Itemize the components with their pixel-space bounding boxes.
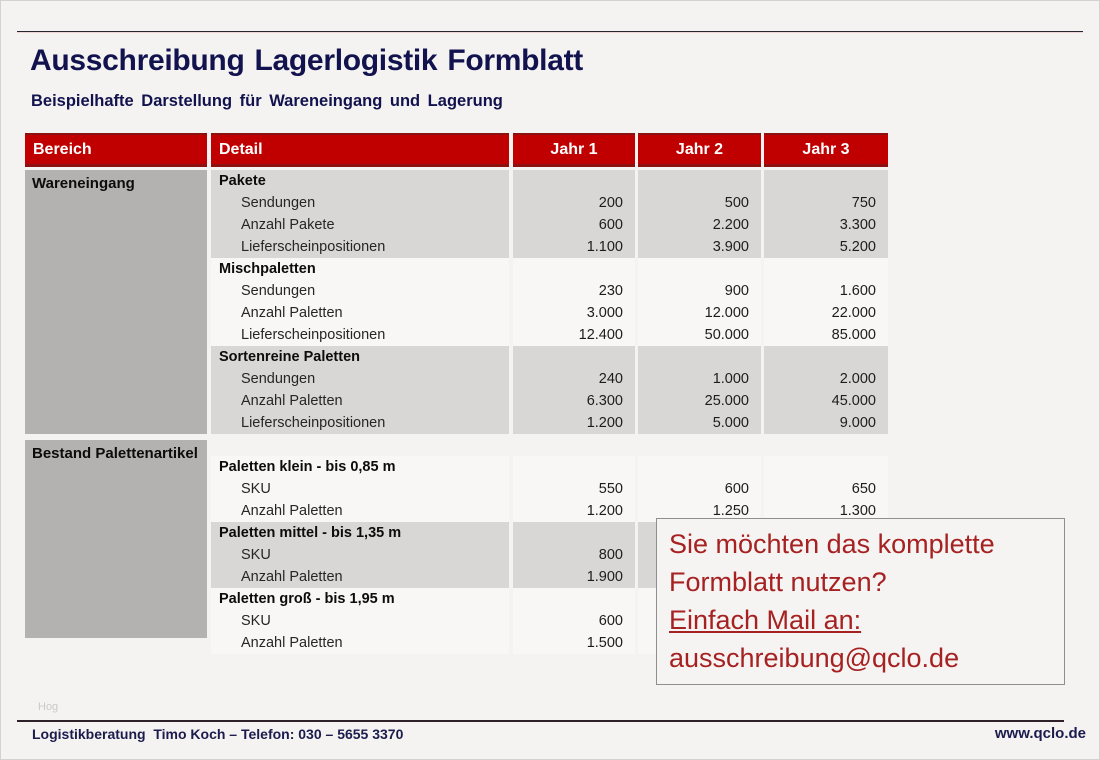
group-title-cell: Mischpaletten: [211, 258, 509, 280]
title-divider: [17, 31, 1083, 33]
row-label-cell: SKU: [211, 610, 509, 632]
value-cell-jahr2: 3.900: [638, 236, 761, 258]
area-label-bestand-palettenartikel: Bestand Palettenartikel: [25, 440, 207, 638]
value-cell-jahr1: 1.200: [513, 500, 635, 522]
value-cell-jahr2: 12.000: [638, 302, 761, 324]
value-cell-jahr1: 600: [513, 610, 635, 632]
value-cell-jahr3: 22.000: [764, 302, 888, 324]
watermark: Hog: [38, 701, 59, 713]
value-cell-jahr1: [513, 170, 635, 192]
value-cell-jahr2: [638, 170, 761, 192]
value-cell-jahr1: 3.000: [513, 302, 635, 324]
value-cell-jahr2: 900: [638, 280, 761, 302]
table-area-gap: [211, 434, 888, 440]
row-label-cell: Anzahl Pakete: [211, 214, 509, 236]
footer-divider: [17, 720, 1064, 722]
value-cell-jahr1: 6.300: [513, 390, 635, 412]
group-title-cell: Paletten klein - bis 0,85 m: [211, 456, 509, 478]
cta-line-1: Sie möchten das komplette: [669, 529, 995, 559]
value-cell-jahr2: 2.200: [638, 214, 761, 236]
page-subtitle: Beispielhafte Darstellung für Wareneinga…: [31, 92, 503, 110]
column-header-jahr2: Jahr 2: [638, 133, 761, 167]
value-cell-jahr3: 2.000: [764, 368, 888, 390]
page-title: Ausschreibung Lagerlogistik Formblatt: [30, 44, 583, 77]
value-cell-jahr1: 1.500: [513, 632, 635, 654]
column-header-bereich: Bereich: [25, 133, 207, 167]
area-label-wareneingang: Wareneingang: [25, 170, 207, 434]
value-cell-jahr1: [513, 258, 635, 280]
value-cell-jahr2: [638, 258, 761, 280]
value-cell-jahr1: 240: [513, 368, 635, 390]
row-label-cell: Anzahl Paletten: [211, 566, 509, 588]
cta-mail-prompt: Einfach Mail an:: [669, 605, 862, 635]
cta-box: Sie möchten das komplette Formblatt nutz…: [656, 518, 1065, 685]
value-cell-jahr1: [513, 588, 635, 610]
value-cell-jahr2: [638, 346, 761, 368]
row-label-cell: SKU: [211, 544, 509, 566]
value-cell-jahr1: 1.100: [513, 236, 635, 258]
value-cell-jahr3: 85.000: [764, 324, 888, 346]
row-label-cell: Lieferscheinpositionen: [211, 324, 509, 346]
value-cell-jahr1: [513, 456, 635, 478]
value-cell-jahr2: 5.000: [638, 412, 761, 434]
row-label-cell: Anzahl Paletten: [211, 302, 509, 324]
group-title-cell: Sortenreine Paletten: [211, 346, 509, 368]
value-cell-jahr3: 1.600: [764, 280, 888, 302]
value-cell-jahr2: 25.000: [638, 390, 761, 412]
row-label-cell: Sendungen: [211, 368, 509, 390]
row-label-cell: Anzahl Paletten: [211, 632, 509, 654]
value-cell-jahr1: 800: [513, 544, 635, 566]
group-title-cell: Paletten mittel - bis 1,35 m: [211, 522, 509, 544]
value-cell-jahr3: 5.200: [764, 236, 888, 258]
group-title-cell: Pakete: [211, 170, 509, 192]
value-cell-jahr3: [764, 456, 888, 478]
value-cell-jahr3: 750: [764, 192, 888, 214]
row-label-cell: Sendungen: [211, 280, 509, 302]
value-cell-jahr3: [764, 346, 888, 368]
row-label-cell: Lieferscheinpositionen: [211, 236, 509, 258]
value-cell-jahr2: 500: [638, 192, 761, 214]
column-header-jahr1: Jahr 1: [513, 133, 635, 167]
column-header-jahr3: Jahr 3: [764, 133, 888, 167]
value-cell-jahr3: 9.000: [764, 412, 888, 434]
value-cell-jahr1: 230: [513, 280, 635, 302]
footer-contact: Logistikberatung Timo Koch – Telefon: 03…: [32, 726, 404, 742]
cta-email-address: ausschreibung@qclo.de: [669, 643, 960, 673]
value-cell-jahr1: [513, 522, 635, 544]
row-label-cell: Sendungen: [211, 192, 509, 214]
row-label-cell: Lieferscheinpositionen: [211, 412, 509, 434]
value-cell-jahr1: 1.200: [513, 412, 635, 434]
value-cell-jahr1: 600: [513, 214, 635, 236]
row-label-cell: Anzahl Paletten: [211, 500, 509, 522]
value-cell-jahr3: 3.300: [764, 214, 888, 236]
bereich-column: Bereich Wareneingang Bestand Palettenart…: [25, 133, 207, 638]
data-table: Detail Jahr 1 Jahr 2 Jahr 3 Pakete Sendun…: [211, 133, 888, 654]
value-cell-jahr2: 600: [638, 478, 761, 500]
value-cell-jahr1: 550: [513, 478, 635, 500]
value-cell-jahr3: 650: [764, 478, 888, 500]
value-cell-jahr2: 1.250: [638, 500, 761, 522]
group-title-cell: Paletten groß - bis 1,95 m: [211, 588, 509, 610]
value-cell-jahr3: 45.000: [764, 390, 888, 412]
value-cell-jahr2: 1.000: [638, 368, 761, 390]
value-cell-jahr2: 50.000: [638, 324, 761, 346]
value-cell-jahr3: [764, 170, 888, 192]
value-cell-jahr1: 1.900: [513, 566, 635, 588]
value-cell-jahr3: [764, 258, 888, 280]
footer-website: www.qclo.de: [994, 725, 1086, 742]
row-label-cell: SKU: [211, 478, 509, 500]
cta-line-2: Formblatt nutzen?: [669, 567, 887, 597]
value-cell-jahr1: [513, 346, 635, 368]
value-cell-jahr1: 200: [513, 192, 635, 214]
value-cell-jahr1: 12.400: [513, 324, 635, 346]
row-label-cell: Anzahl Paletten: [211, 390, 509, 412]
value-cell-jahr2: [638, 456, 761, 478]
column-header-detail: Detail: [211, 133, 509, 167]
value-cell-jahr3: 1.300: [764, 500, 888, 522]
